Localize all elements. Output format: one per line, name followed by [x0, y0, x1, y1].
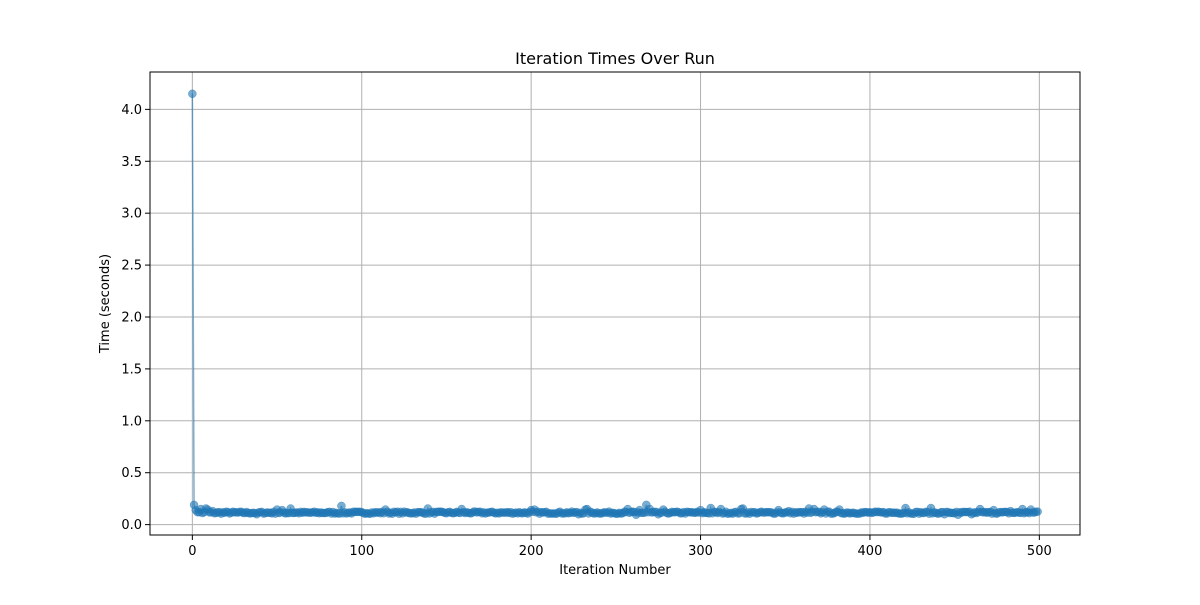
chart-title: Iteration Times Over Run: [515, 49, 715, 68]
y-tick-label: 2.5: [121, 259, 142, 274]
x-tick-label: 400: [858, 544, 883, 559]
x-tick-label: 300: [688, 544, 713, 559]
x-tick-label: 500: [1027, 544, 1052, 559]
y-tick-label: 2.0: [121, 310, 142, 325]
y-tick-label: 0.0: [121, 518, 142, 533]
x-tick-label: 0: [188, 544, 196, 559]
y-tick-label: 4.0: [121, 103, 142, 118]
y-tick-label: 0.5: [121, 466, 142, 481]
y-tick-label: 3.5: [121, 155, 142, 170]
x-tick-label: 100: [349, 544, 374, 559]
data-point: [1033, 507, 1042, 516]
y-tick-label: 1.0: [121, 414, 142, 429]
y-tick-label: 3.0: [121, 207, 142, 222]
y-axis-label: Time (seconds): [98, 254, 113, 354]
x-axis-label: Iteration Number: [559, 563, 671, 578]
x-tick-label: 200: [519, 544, 544, 559]
tick-layer: 0 100 200 300 400 500 0.0 0.5 1.0 1.5 2.0 2.5 3.0 3.5…: [121, 103, 1051, 559]
series-layer: [188, 89, 1042, 520]
grid-layer: [150, 72, 1080, 535]
data-point: [188, 89, 197, 99]
y-tick-label: 1.5: [121, 362, 142, 377]
plot-frame: [149, 71, 1081, 536]
